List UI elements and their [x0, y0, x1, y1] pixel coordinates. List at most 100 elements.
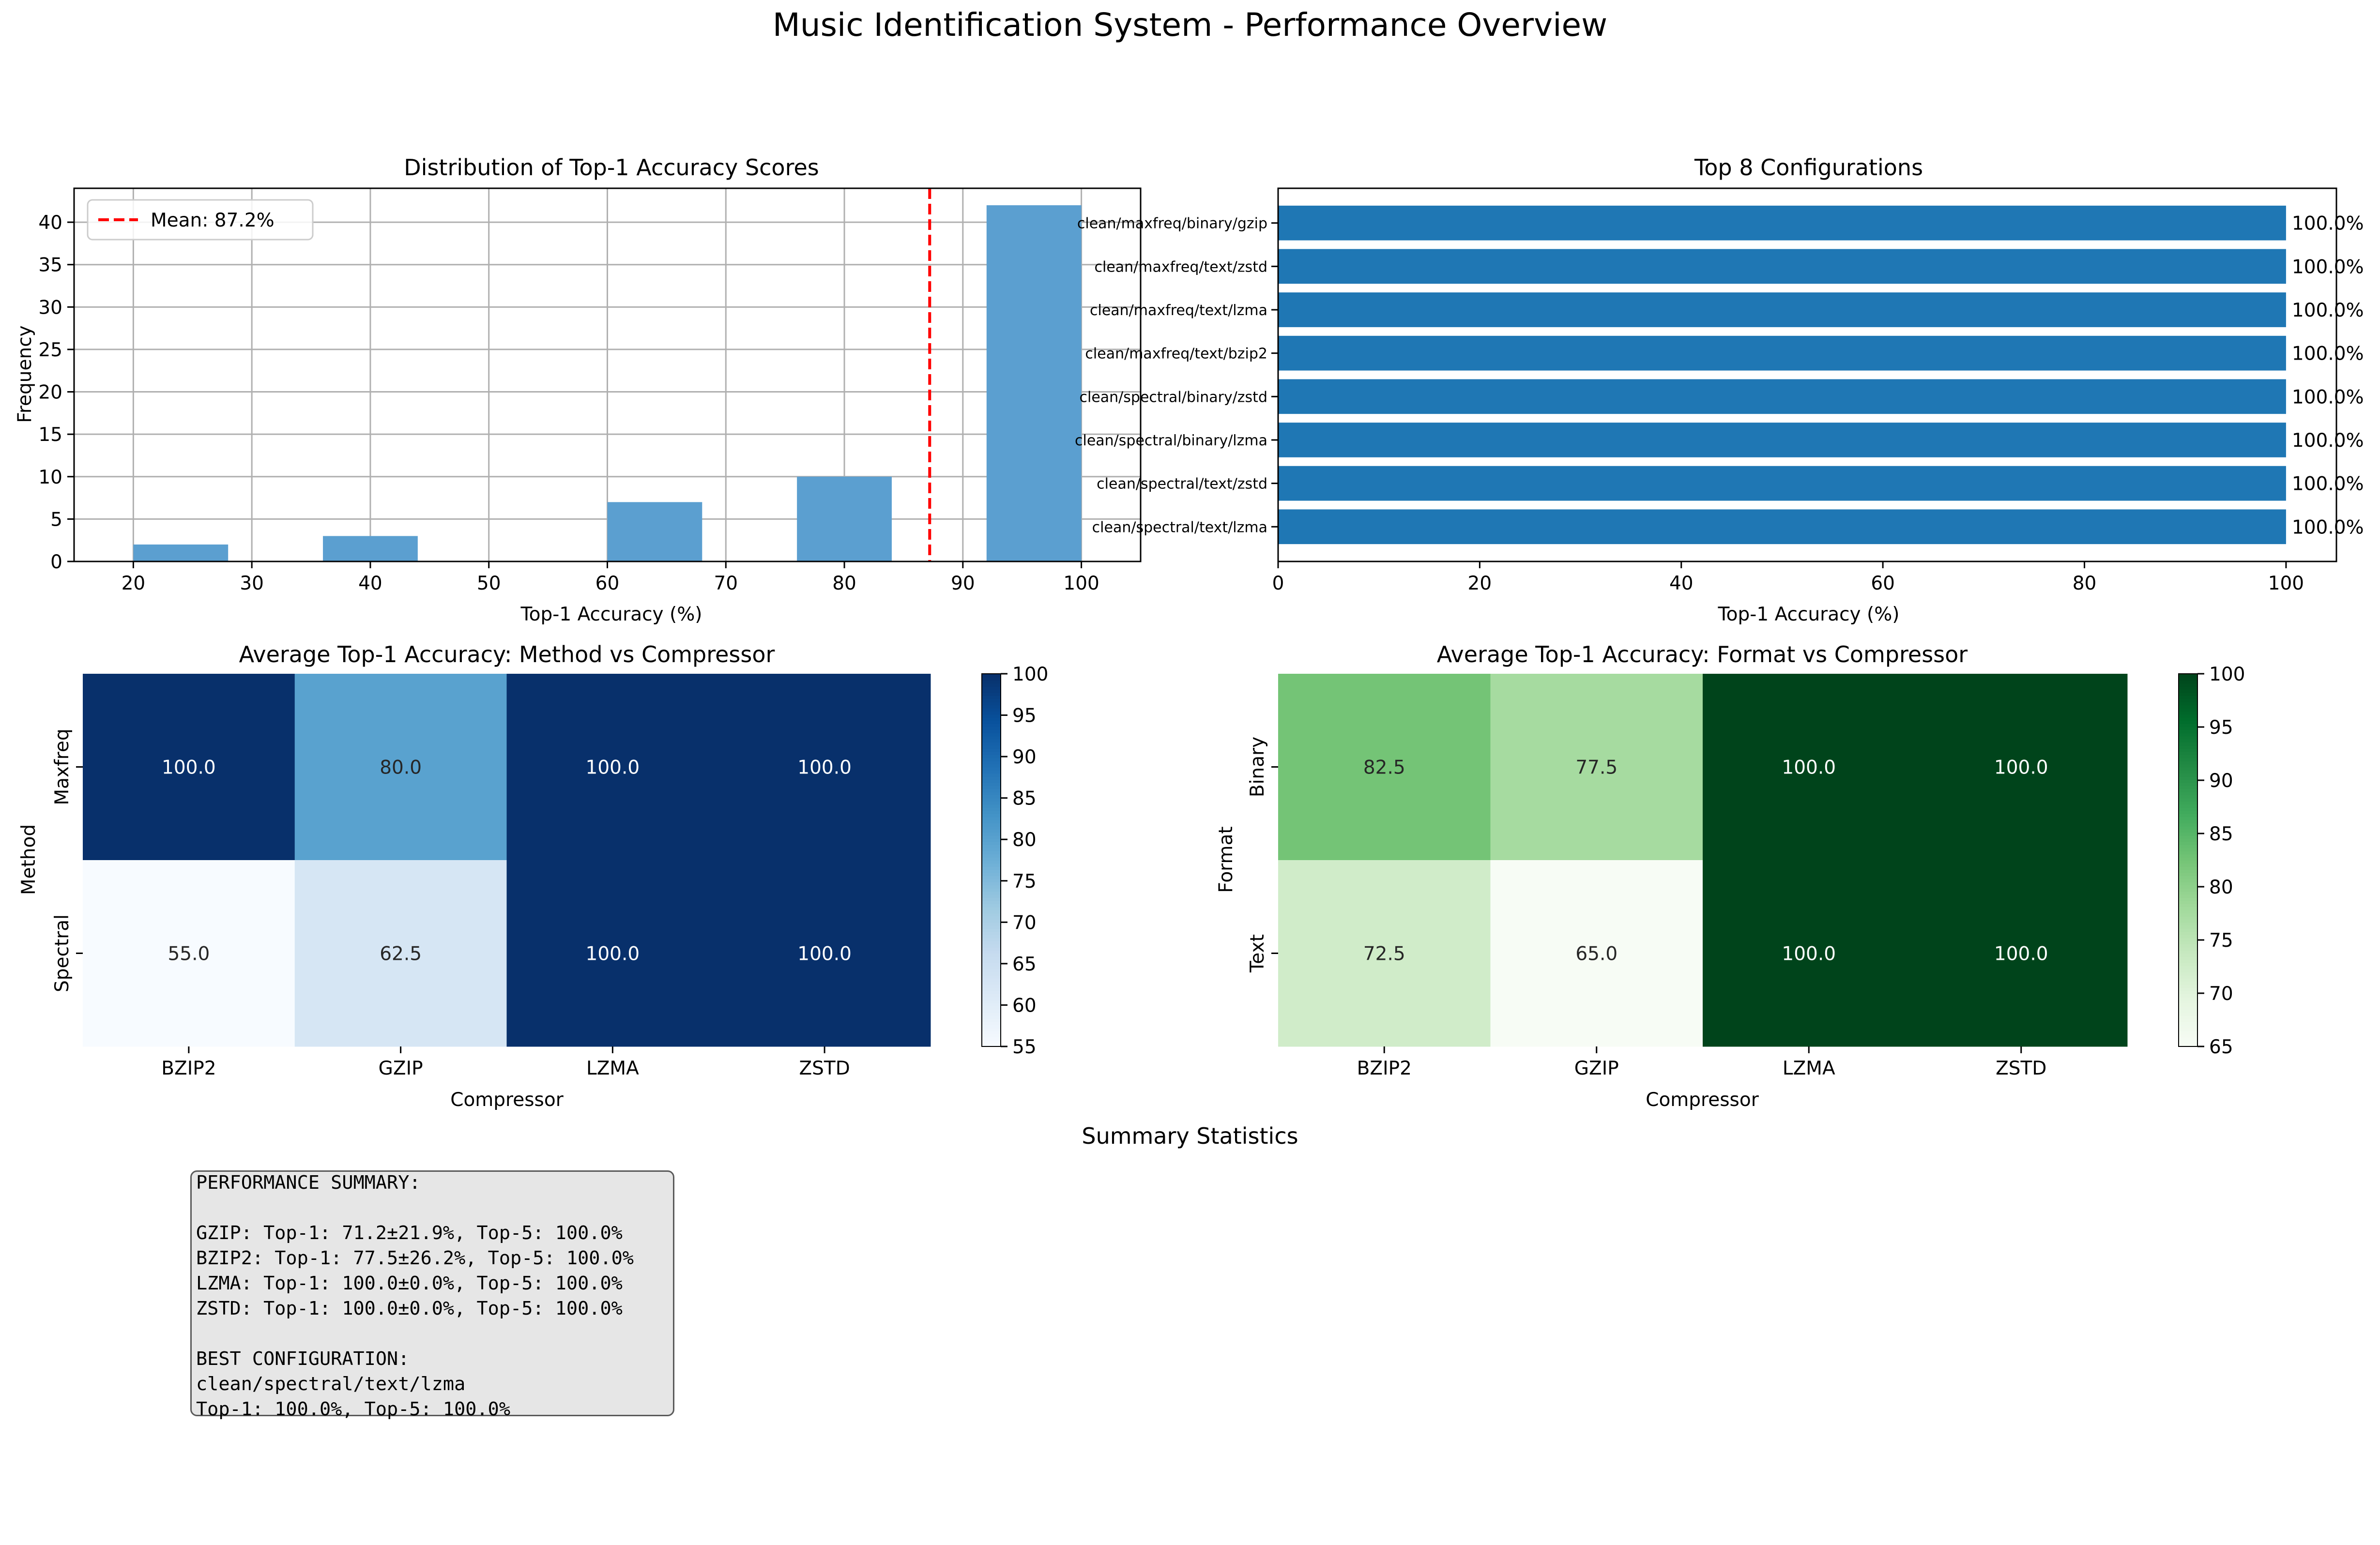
heatmap-method-colorbar-segment [982, 953, 1001, 957]
config-label: clean/maxfreq/text/bzip2 [1085, 346, 1267, 363]
heatmap-format-colorbar-segment [2179, 944, 2197, 948]
heatmap-format-colorbar-segment [2179, 760, 2197, 765]
heatmap-format-colorbar-segment [2179, 1037, 2197, 1041]
heatmap-format-colorbar-segment [2179, 770, 2197, 774]
heatmap-format-colorbar-segment [2179, 1021, 2197, 1026]
heatmap-method-colorbar-segment [982, 962, 1001, 967]
heatmap-format-colorbar-segment [2179, 981, 2197, 985]
heatmap-format-colorbar-segment [2179, 978, 2197, 982]
heatmap-method-colorbar-segment [982, 689, 1001, 693]
heatmap-method-colorbar-segment [982, 857, 1001, 861]
heatmap-method-colorbar-segment [982, 925, 1001, 929]
heatmap-method-colorbar-segment [982, 881, 1001, 886]
heatmap-method-colorbar-segment [982, 1018, 1001, 1022]
heatmap-format-colorbar-segment [2179, 860, 2197, 864]
heatmap-method-colorbar-segment [982, 879, 1001, 882]
heatmap-format-colorbar-segment [2179, 757, 2197, 761]
heatmap-method-colorbar-segment [982, 850, 1001, 855]
histogram-y-tick-label: 10 [38, 467, 62, 488]
heatmap-method-colorbar-segment [982, 1034, 1001, 1038]
heatmap-format-colorbar-segment [2179, 779, 2197, 783]
heatmap-format-colorbar-segment [2179, 1003, 2197, 1007]
heatmap-method-colorbar-segment [982, 742, 1001, 746]
hbar-frame [1277, 187, 2337, 562]
heatmap-format-colorbar-segment [2179, 909, 2197, 914]
heatmap-format-colorbar-segment [2179, 935, 2197, 939]
heatmap-format-cell-label: 100.0 [1782, 757, 1836, 779]
heatmap-method-colorbar-segment [982, 739, 1001, 743]
heatmap-format-colorbar-segment [2179, 711, 2197, 715]
heatmap-format-colorbar-segment [2179, 1006, 2197, 1010]
config-label: clean/maxfreq/text/zstd [1095, 258, 1268, 275]
heatmap-method-colorbar-segment [982, 997, 1001, 1000]
heatmap-format-colorbar-segment [2179, 689, 2197, 693]
heatmap-method-colorbar-segment [982, 801, 1001, 805]
heatmap-method-colorbar-tick-label: 55 [1012, 1036, 1037, 1058]
histogram-x-tick-label: 50 [477, 573, 501, 594]
histogram-y-tick-label: 25 [38, 339, 62, 361]
heatmap-method-colorbar-segment [982, 931, 1001, 935]
heatmap-format-colorbar-segment [2179, 1028, 2197, 1031]
heatmap-method-colorbar-segment [982, 791, 1001, 796]
hbar-x-tick-label: 40 [1669, 573, 1693, 594]
heatmap-format-colorbar-segment [2179, 701, 2197, 706]
config-value-label: 100.0% [2292, 300, 2364, 321]
heatmap-method-colorbar-segment [982, 819, 1001, 823]
heatmap-method-colorbar-segment [982, 686, 1001, 690]
heatmap-method-colorbar-segment [982, 987, 1001, 991]
heatmap-format-colorbar-segment [2179, 857, 2197, 861]
heatmap-format-cell-label: 100.0 [1994, 943, 2048, 965]
heatmap-format-colorbar-segment [2179, 1034, 2197, 1038]
heatmap-format-colorbar-segment [2179, 776, 2197, 780]
config-label: clean/spectral/text/zstd [1097, 476, 1267, 493]
heatmap-method-colorbar-segment [982, 1006, 1001, 1010]
histogram-y-tick-label: 15 [38, 424, 62, 446]
heatmap-format-colorbar-segment [2179, 907, 2197, 910]
heatmap-method-colorbar-segment [982, 745, 1001, 749]
heatmap-method-colorbar-segment [982, 826, 1001, 830]
heatmap-method-colorbar-segment [982, 760, 1001, 765]
heatmap-method-colorbar-segment [982, 723, 1001, 727]
heatmap-format-colorbar-segment [2179, 872, 2197, 877]
format-compressor-heatmap-panel: Average Top-1 Accuracy: Format vs Compre… [1215, 641, 2245, 1111]
heatmap-format-cell-label: 82.5 [1363, 757, 1405, 779]
heatmap-format-colorbar-tick-label: 75 [2209, 930, 2233, 952]
histogram-x-tick-label: 40 [358, 573, 382, 594]
heatmap-method-cell [294, 860, 507, 1047]
heatmap-format-colorbar-segment [2179, 819, 2197, 823]
heatmap-method-colorbar-segment [982, 698, 1001, 702]
heatmap-method-colorbar-segment [982, 767, 1001, 771]
heatmap-method-colorbar-segment [982, 1037, 1001, 1041]
config-value-label: 100.0% [2292, 213, 2364, 235]
config-value-label: 100.0% [2292, 256, 2364, 278]
heatmap-format-colorbar-segment [2179, 1009, 2197, 1013]
config-bar [1278, 249, 2286, 284]
histogram-y-tick-label: 0 [50, 551, 62, 573]
heatmap-format-cell-label: 77.5 [1575, 757, 1617, 779]
histogram-x-tick-label: 90 [951, 573, 975, 594]
heatmap-format-colorbar-segment [2179, 823, 2197, 827]
heatmap-format-colorbar-segment [2179, 817, 2197, 820]
heatmap-format-colorbar-segment [2179, 894, 2197, 898]
heatmap-method-colorbar-segment [982, 786, 1001, 789]
heatmap-method-colorbar-segment [982, 940, 1001, 945]
top-configurations-panel: Top 8 Configurations Top-1 Accuracy (%) … [1075, 154, 2364, 625]
heatmap-format-colorbar-segment [2179, 885, 2197, 889]
heatmap-method-colorbar-segment [982, 829, 1001, 833]
heatmap-method-colorbar-segment [982, 757, 1001, 761]
heatmap-method-cell-label: 100.0 [797, 943, 852, 965]
heatmap-method-colorbar-segment [982, 701, 1001, 706]
heatmap-method-colorbar-segment [982, 714, 1001, 718]
heatmap-method-colorbar-segment [982, 885, 1001, 889]
heatmap-format-colorbar-segment [2179, 1040, 2197, 1044]
heatmap-method-colorbar-segment [982, 817, 1001, 820]
heatmap-method-colorbar-segment [982, 981, 1001, 985]
heatmap-method-colorbar-tick-label: 95 [1012, 705, 1037, 727]
histogram-bar [607, 502, 702, 561]
heatmap-format-colorbar-segment [2179, 835, 2197, 839]
heatmap-format-colorbar-segment [2179, 786, 2197, 789]
heatmap-method-x-axis-label: Compressor [450, 1089, 564, 1111]
histogram-x-tick-label: 20 [122, 573, 146, 594]
heatmap-format-colorbar-segment [2179, 791, 2197, 796]
